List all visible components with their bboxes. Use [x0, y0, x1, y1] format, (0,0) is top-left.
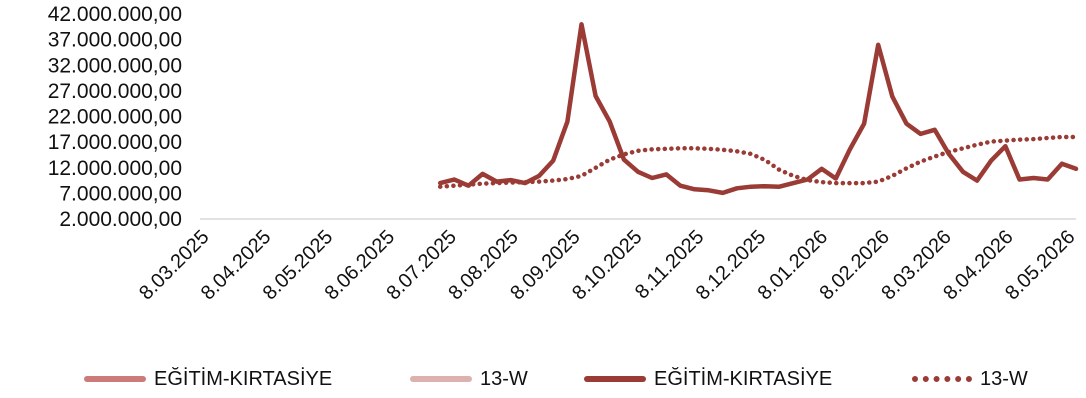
x-axis: 8.03.20258.04.20258.05.20258.06.20258.07…	[135, 226, 1079, 304]
legend-item-series-1: EĞİTİM-KIRTASİYE	[84, 362, 332, 396]
legend-item-series-4: 13-W	[912, 362, 1028, 396]
y-tick-label: 22.000.000,00	[48, 106, 182, 129]
legend: EĞİTİM-KIRTASİYE 13-W EĞİTİM-KIRTASİYE 1…	[0, 362, 1086, 396]
series-line-3	[437, 22, 1079, 196]
legend-swatch-series-4	[912, 376, 972, 382]
legend-label-series-3: EĞİTİM-KIRTASİYE	[654, 367, 833, 390]
y-tick-label: 42.000.000,00	[48, 3, 182, 26]
legend-swatch-series-3	[584, 376, 646, 382]
series-line-4	[437, 134, 1079, 189]
legend-label-series-4: 13-W	[980, 367, 1028, 390]
legend-swatch-series-2	[410, 376, 472, 382]
y-tick-label: 7.000.000,00	[59, 182, 182, 205]
legend-item-series-2: 13-W	[410, 362, 528, 396]
y-tick-label: 12.000.000,00	[48, 157, 182, 180]
legend-item-series-3: EĞİTİM-KIRTASİYE	[584, 362, 832, 396]
y-tick-label: 37.000.000,00	[48, 29, 182, 52]
y-tick-label: 27.000.000,00	[48, 80, 182, 103]
legend-label-series-2: 13-W	[480, 367, 528, 390]
y-tick-label: 2.000.000,00	[59, 208, 182, 231]
series-layer	[437, 22, 1079, 196]
y-tick-label: 32.000.000,00	[48, 54, 182, 77]
legend-swatch-series-1	[84, 376, 146, 382]
legend-label-series-1: EĞİTİM-KIRTASİYE	[154, 367, 333, 390]
y-tick-label: 17.000.000,00	[48, 131, 182, 154]
